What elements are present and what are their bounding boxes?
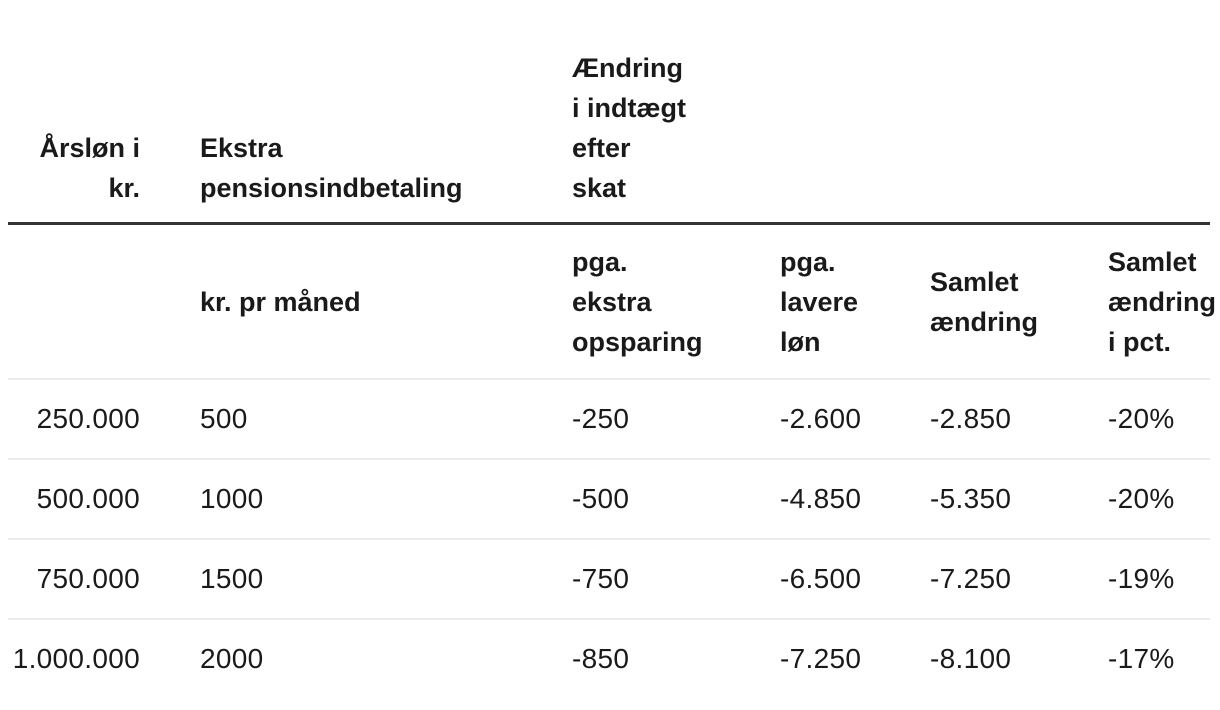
cell-samlet-aendring-pct: -19%	[1088, 539, 1210, 620]
cell-samlet-aendring-pct: -20%	[1088, 379, 1210, 460]
cell-arslon: 500.000	[8, 459, 180, 540]
cell-samlet-aendring: -2.850	[910, 379, 1088, 460]
table-row: 250.000 500 -250 -2.600 -2.850 -20%	[8, 379, 1210, 460]
cell-arslon: 1.000.000	[12, 643, 140, 674]
pension-table: Årsløn i kr. Ekstra pensionsindbetaling …	[8, 0, 1216, 698]
cell-pga-ekstra-opsparing: -250	[552, 379, 760, 460]
cell-arslon: 250.000	[8, 379, 180, 460]
cell-samlet-aendring: -7.250	[910, 539, 1088, 620]
cell-pga-ekstra-opsparing: -750	[552, 539, 760, 620]
header-spacer-2	[910, 0, 1088, 225]
header-spacer-1	[760, 0, 910, 225]
cell-pga-lavere-lon: -7.250	[780, 643, 862, 674]
subheader-pga-ekstra-opsparing: pga. ekstra opsparing	[552, 223, 760, 380]
subheader-pga-lavere-lon: pga. lavere løn	[760, 223, 910, 380]
cell-samlet-aendring-pct: -17%	[1108, 643, 1175, 674]
table-body: 250.000 500 -250 -2.600 -2.850 -20% 500.…	[8, 379, 1210, 698]
cell-pga-lavere-lon: -4.850	[760, 459, 910, 540]
cell-pga-lavere-lon: -2.600	[760, 379, 910, 460]
header-arslon-i-kr: Årsløn i kr.	[8, 0, 180, 225]
cell-kr-pr-maned: 2000	[200, 643, 264, 674]
header-spacer-3	[1088, 0, 1210, 225]
cell-samlet-aendring: -5.350	[910, 459, 1088, 540]
table-header: Årsløn i kr. Ekstra pensionsindbetaling …	[8, 0, 1216, 380]
header-aendring-i-indtaegt-efter-skat: Ændring i indtægt efter skat	[552, 0, 760, 225]
header-row-1: Årsløn i kr. Ekstra pensionsindbetaling …	[8, 0, 1210, 225]
cell-pga-ekstra-opsparing: -850	[572, 643, 630, 674]
header-row-2: kr. pr måned pga. ekstra opsparing pga. …	[8, 223, 1216, 380]
cell-pga-lavere-lon: -6.500	[760, 539, 910, 620]
subheader-samlet-aendring-i-pct: Samlet ændring i pct.	[1088, 223, 1216, 380]
cell-kr-pr-maned: 500	[180, 379, 552, 460]
cell-arslon: 750.000	[8, 539, 180, 620]
subheader-kr-pr-maned: kr. pr måned	[180, 223, 552, 380]
table-row: 1.000.000 2000 -850 -7.250 -8.100 -17%	[8, 619, 1210, 698]
table-row: 500.000 1000 -500 -4.850 -5.350 -20%	[8, 459, 1210, 540]
subheader-spacer	[8, 223, 180, 380]
cell-kr-pr-maned: 1000	[180, 459, 552, 540]
cell-kr-pr-maned: 1500	[180, 539, 552, 620]
subheader-samlet-aendring: Samlet ændring	[910, 223, 1088, 380]
cell-samlet-aendring-pct: -20%	[1088, 459, 1210, 540]
cell-samlet-aendring: -8.100	[930, 643, 1012, 674]
header-ekstra-pensionsindbetaling: Ekstra pensionsindbetaling	[180, 0, 552, 225]
cell-pga-ekstra-opsparing: -500	[552, 459, 760, 540]
table-row: 750.000 1500 -750 -6.500 -7.250 -19%	[8, 539, 1210, 620]
